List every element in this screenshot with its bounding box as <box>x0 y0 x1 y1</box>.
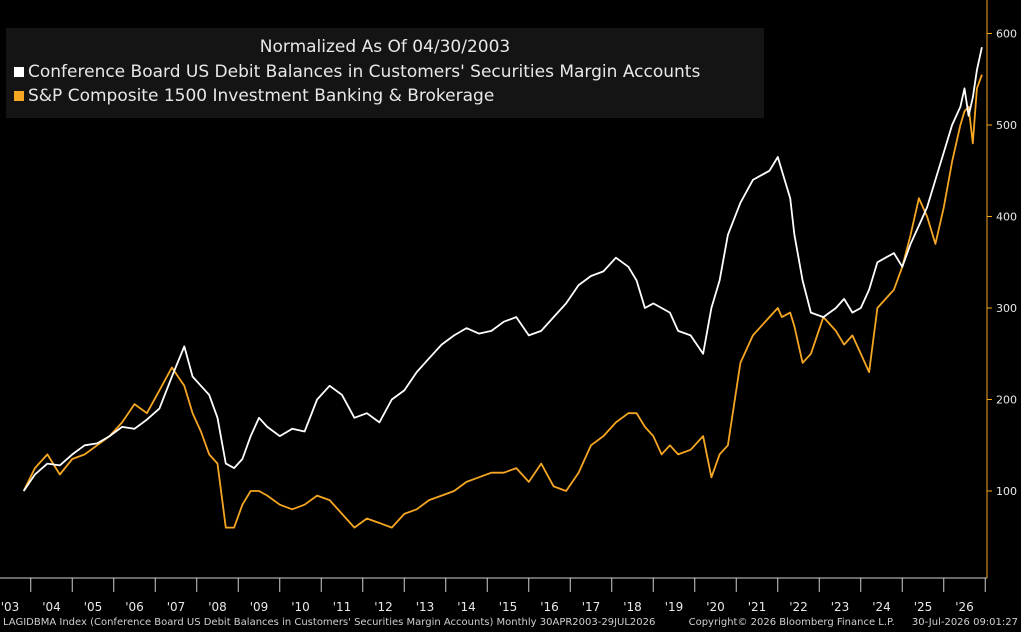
y-tick-label: 200 <box>996 394 1017 407</box>
legend-swatch-orange <box>14 91 24 101</box>
y-tick-label: 300 <box>996 302 1017 315</box>
x-tick-label: '11 <box>333 600 352 614</box>
footer-timestamp: 30-Jul-2026 09:01:27 <box>911 617 1018 628</box>
y-tick-label: 100 <box>996 485 1017 498</box>
footer-meta: Copyright© 2026 Bloomberg Finance L.P. 3… <box>675 617 1018 628</box>
x-tick-label: '19 <box>665 600 684 614</box>
x-tick-label: '14 <box>457 600 476 614</box>
footer-copyright: Copyright© 2026 Bloomberg Finance L.P. <box>688 617 895 628</box>
x-tick-label: '05 <box>84 600 103 614</box>
legend-entry-brokerage: S&P Composite 1500 Investment Banking & … <box>14 86 494 106</box>
x-tick-label: '21 <box>748 600 767 614</box>
x-tick-label: '06 <box>125 600 144 614</box>
x-tick-label: '08 <box>208 600 227 614</box>
legend-swatch-white <box>14 67 24 77</box>
x-tick-label: '17 <box>582 600 601 614</box>
x-tick-label: '16 <box>540 600 559 614</box>
footer-source: LAGIDBMA Index (Conference Board US Debi… <box>3 617 656 628</box>
legend-box: Normalized As Of 04/30/2003 Conference B… <box>6 28 764 118</box>
y-tick-label: 400 <box>996 211 1017 224</box>
series-line-brokerage <box>22 74 983 529</box>
x-tick-label: '22 <box>789 600 808 614</box>
x-tick-label: '18 <box>623 600 642 614</box>
x-tick-label: '04 <box>42 600 61 614</box>
x-tick-label: '24 <box>872 600 891 614</box>
series-line-margin-debit <box>22 47 983 492</box>
x-tick-label: '10 <box>291 600 310 614</box>
footer-bar: LAGIDBMA Index (Conference Board US Debi… <box>0 615 1021 632</box>
series-layer <box>22 47 983 529</box>
x-tick-label: '12 <box>374 600 393 614</box>
x-tick-label: '15 <box>499 600 518 614</box>
axis-layer: 100 200 300 400 500 600 '03 '04 '05 '06 '07 '08 '09 '… <box>0 0 1017 614</box>
y-tick-label: 500 <box>996 119 1017 132</box>
x-tick-label: '07 <box>167 600 186 614</box>
x-tick-label: '23 <box>831 600 850 614</box>
x-tick-label: '25 <box>914 600 933 614</box>
x-tick-label: '09 <box>250 600 269 614</box>
chart-title: Normalized As Of 04/30/2003 <box>259 37 511 57</box>
legend-label-margin: Conference Board US Debit Balances in Cu… <box>28 62 701 82</box>
x-tick-label: '03 <box>1 600 20 614</box>
legend-label-brokerage: S&P Composite 1500 Investment Banking & … <box>28 86 495 106</box>
y-tick-label: 600 <box>996 28 1017 41</box>
x-tick-label: '20 <box>706 600 725 614</box>
x-tick-label: '26 <box>955 600 974 614</box>
x-tick-label: '13 <box>416 600 435 614</box>
legend-entry-margin: Conference Board US Debit Balances in Cu… <box>14 62 700 82</box>
